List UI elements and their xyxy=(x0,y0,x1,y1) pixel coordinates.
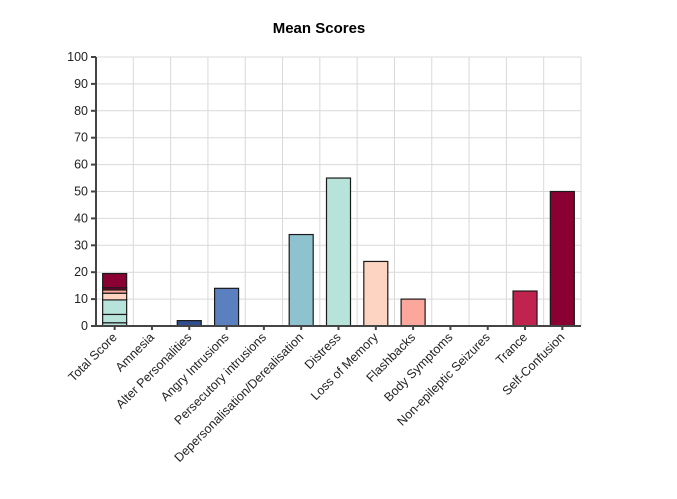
bar-total-score-segment-7 xyxy=(102,272,128,289)
y-tick-label: 20 xyxy=(74,265,88,279)
x-category-label: Body Symptoms xyxy=(381,330,455,404)
bar-flashbacks xyxy=(400,298,426,327)
chart-title: Mean Scores xyxy=(273,20,366,37)
bar-self-confusion xyxy=(549,190,575,327)
y-tick-label: 70 xyxy=(74,131,88,145)
x-category-label: Loss of Memory xyxy=(308,330,381,403)
y-tick-label: 90 xyxy=(74,77,88,91)
y-tick-label: 30 xyxy=(74,238,88,252)
x-category-label: Total Score xyxy=(66,330,120,384)
x-category-label: Angry Intrusions xyxy=(158,330,232,404)
bar-total-score-segment-2 xyxy=(102,313,128,324)
y-tick-label: 80 xyxy=(74,104,88,118)
bar-distress xyxy=(325,177,352,327)
grid-layer xyxy=(96,56,582,327)
axes-layer xyxy=(91,56,581,330)
y-tick-label: 100 xyxy=(67,50,88,64)
y-tick-label: 0 xyxy=(81,319,88,333)
y-tick-label: 40 xyxy=(74,211,88,225)
x-category-label: Trance xyxy=(493,330,530,367)
bar-trance xyxy=(512,290,538,327)
y-tick-label: 50 xyxy=(74,185,88,199)
bar-loss-of-memory xyxy=(363,260,389,327)
bars-layer xyxy=(102,177,575,327)
y-tick-label: 10 xyxy=(74,292,88,306)
bar-depersonalisation-derealisation xyxy=(288,233,314,327)
bar-angry-intrusions xyxy=(213,287,240,327)
bar-total-score-segment-3 xyxy=(102,299,128,316)
y-tick-label: 60 xyxy=(74,158,88,172)
bar-total-score-segment-4 xyxy=(102,292,128,301)
